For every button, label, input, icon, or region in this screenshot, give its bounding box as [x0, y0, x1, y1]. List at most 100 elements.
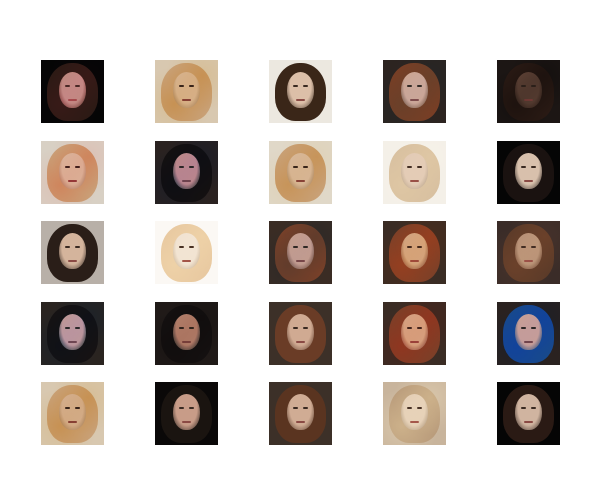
mouth: [410, 180, 419, 182]
generation-artifacts: [269, 60, 332, 123]
generation-artifacts: [41, 141, 104, 204]
right-eye: [531, 85, 536, 87]
mouth: [410, 99, 419, 101]
right-eye: [303, 407, 308, 409]
face-region: [59, 233, 86, 269]
right-eye: [75, 246, 80, 248]
mouth: [182, 341, 191, 343]
face-region: [401, 153, 428, 189]
mouth: [182, 180, 191, 182]
face-region: [401, 394, 428, 430]
right-eye: [417, 407, 422, 409]
generation-artifacts: [383, 382, 446, 445]
right-eye: [189, 407, 194, 409]
mouth: [296, 421, 305, 423]
face-thumbnail: [269, 141, 332, 204]
left-eye: [293, 327, 298, 329]
left-eye: [407, 246, 412, 248]
face-region: [401, 314, 428, 350]
face-region: [515, 153, 542, 189]
generation-artifacts: [269, 221, 332, 284]
generation-artifacts: [41, 302, 104, 365]
generation-artifacts: [155, 302, 218, 365]
generation-artifacts: [155, 141, 218, 204]
right-eye: [189, 327, 194, 329]
face-thumbnail: [269, 221, 332, 284]
face-region: [59, 314, 86, 350]
generation-artifacts: [497, 382, 560, 445]
left-eye: [65, 246, 70, 248]
generation-artifacts: [383, 221, 446, 284]
mouth: [296, 99, 305, 101]
generation-artifacts: [41, 382, 104, 445]
face-thumbnail: [497, 141, 560, 204]
face-thumbnail: [383, 141, 446, 204]
face-thumbnail: [155, 382, 218, 445]
right-eye: [189, 246, 194, 248]
face-thumbnail: [155, 60, 218, 123]
face-thumbnail: [41, 60, 104, 123]
face-thumbnail: [497, 60, 560, 123]
face-thumbnail: [41, 382, 104, 445]
generation-artifacts: [497, 302, 560, 365]
right-eye: [531, 246, 536, 248]
mouth: [68, 341, 77, 343]
generation-artifacts: [497, 141, 560, 204]
mouth: [524, 260, 533, 262]
face-region: [287, 233, 314, 269]
left-eye: [521, 166, 526, 168]
face-thumbnail: [383, 302, 446, 365]
generation-artifacts: [41, 221, 104, 284]
left-eye: [293, 407, 298, 409]
face-thumbnail: [497, 302, 560, 365]
right-eye: [417, 327, 422, 329]
left-eye: [407, 85, 412, 87]
left-eye: [521, 327, 526, 329]
face-thumbnail: [383, 60, 446, 123]
face-region: [287, 72, 314, 108]
right-eye: [75, 327, 80, 329]
face-thumbnail: [269, 60, 332, 123]
generation-artifacts: [269, 382, 332, 445]
left-eye: [65, 166, 70, 168]
mouth: [68, 180, 77, 182]
generation-artifacts: [155, 60, 218, 123]
face-region: [173, 153, 200, 189]
left-eye: [65, 327, 70, 329]
generation-artifacts: [269, 302, 332, 365]
mouth: [524, 341, 533, 343]
face-thumbnail: [497, 382, 560, 445]
mouth: [68, 260, 77, 262]
face-region: [173, 394, 200, 430]
left-eye: [293, 246, 298, 248]
left-eye: [179, 166, 184, 168]
generation-artifacts: [497, 60, 560, 123]
mouth: [182, 260, 191, 262]
face-region: [401, 233, 428, 269]
face-thumbnail: [155, 221, 218, 284]
face-region: [59, 153, 86, 189]
face-region: [173, 314, 200, 350]
right-eye: [531, 327, 536, 329]
face-region: [401, 72, 428, 108]
generation-artifacts: [383, 302, 446, 365]
left-eye: [521, 407, 526, 409]
generation-artifacts: [269, 141, 332, 204]
face-region: [515, 314, 542, 350]
right-eye: [531, 407, 536, 409]
face-thumbnail: [497, 221, 560, 284]
mouth: [296, 260, 305, 262]
mouth: [182, 421, 191, 423]
left-eye: [521, 246, 526, 248]
face-region: [287, 314, 314, 350]
left-eye: [179, 327, 184, 329]
mouth: [410, 260, 419, 262]
face-thumbnail: [383, 221, 446, 284]
face-thumbnail: [383, 382, 446, 445]
left-eye: [293, 85, 298, 87]
mouth: [524, 180, 533, 182]
generation-artifacts: [383, 141, 446, 204]
right-eye: [189, 166, 194, 168]
face-thumbnail: [41, 141, 104, 204]
